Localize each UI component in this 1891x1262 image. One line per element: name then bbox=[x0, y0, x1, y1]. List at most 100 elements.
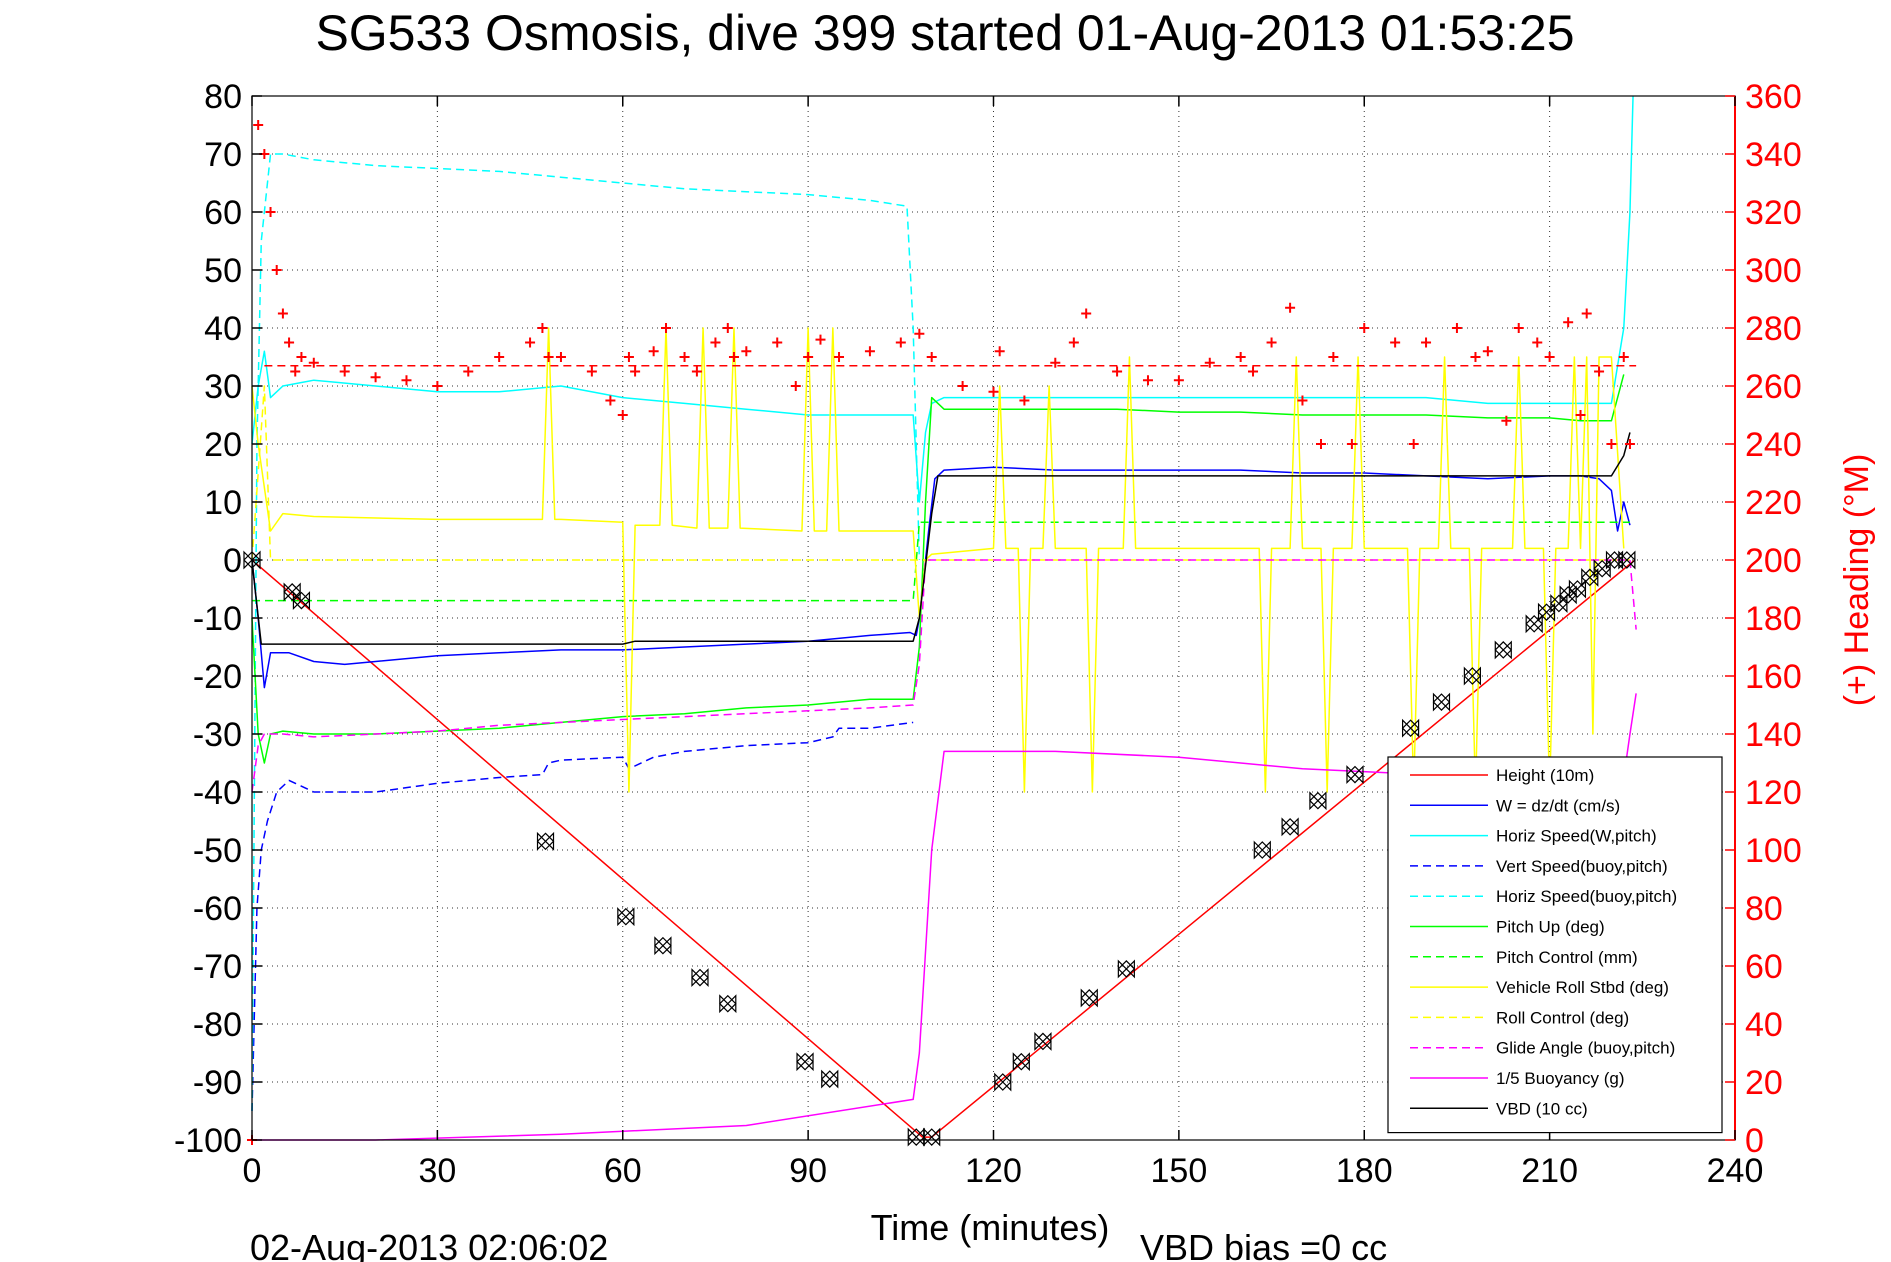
y-tick-label: 70 bbox=[204, 136, 242, 174]
y-tick-label: -20 bbox=[193, 658, 242, 696]
depth-marker bbox=[1618, 550, 1636, 570]
heading-point bbox=[370, 372, 381, 383]
right-tick-label: 120 bbox=[1745, 774, 1802, 812]
depth-marker bbox=[1253, 840, 1272, 860]
legend-label-vehicle-roll-stbd-deg: Vehicle Roll Stbd (deg) bbox=[1496, 978, 1669, 997]
heading-point bbox=[1581, 308, 1592, 319]
heading-point bbox=[339, 366, 350, 377]
heading-point bbox=[494, 352, 505, 362]
heading-point bbox=[284, 337, 295, 348]
y-tick-label: -90 bbox=[193, 1064, 242, 1102]
heading-point bbox=[710, 337, 721, 348]
heading-point bbox=[772, 337, 783, 348]
legend-label-roll-control-deg: Roll Control (deg) bbox=[1496, 1008, 1629, 1027]
heading-point bbox=[1594, 366, 1605, 377]
right-axis-label: (+) Heading (°M) bbox=[1838, 454, 1876, 707]
heading-point bbox=[914, 328, 925, 339]
heading-point bbox=[834, 352, 845, 362]
heading-point bbox=[1142, 375, 1153, 386]
depth-marker bbox=[1309, 791, 1327, 811]
legend-label-1-5-buoyancy-g: 1/5 Buoyancy (g) bbox=[1496, 1069, 1625, 1088]
depth-marker bbox=[654, 936, 672, 956]
y-tick-label: -80 bbox=[193, 1006, 242, 1044]
heading-point bbox=[1482, 346, 1493, 357]
heading-point bbox=[1346, 439, 1357, 449]
heading-point bbox=[1235, 352, 1246, 362]
heading-point bbox=[661, 323, 672, 333]
y-tick-label: -100 bbox=[174, 1122, 242, 1160]
heading-point bbox=[722, 323, 733, 333]
heading-point bbox=[617, 410, 628, 420]
legend-label-pitch-up-deg: Pitch Up (deg) bbox=[1496, 918, 1605, 937]
right-tick-label: 140 bbox=[1745, 716, 1802, 754]
heading-point bbox=[691, 366, 702, 377]
series-vehicle-roll-stbd-deg bbox=[251, 327, 1625, 793]
right-tick-label: 40 bbox=[1745, 1006, 1783, 1044]
heading-point bbox=[957, 381, 968, 391]
series-pitch-control-mm bbox=[252, 521, 1630, 602]
series-height-10m bbox=[251, 559, 1636, 1138]
heading-point bbox=[1408, 439, 1419, 449]
y-tick-label: 30 bbox=[204, 368, 242, 406]
heading-point bbox=[1532, 337, 1543, 348]
legend-label-horiz-speed-buoy-pitch: Horiz Speed(buoy,pitch) bbox=[1496, 887, 1677, 906]
depth-marker bbox=[1012, 1052, 1031, 1072]
right-tick-label: 200 bbox=[1745, 542, 1802, 580]
series-vert-speed-buoy-pitch bbox=[251, 721, 914, 1112]
y-tick-label: 20 bbox=[204, 426, 242, 464]
heading-point bbox=[1618, 352, 1629, 362]
heading-point bbox=[1501, 415, 1512, 426]
y-tick-label: 80 bbox=[204, 78, 242, 116]
x-tick-label: 30 bbox=[418, 1152, 456, 1190]
depth-marker bbox=[820, 1069, 839, 1089]
heading-point bbox=[1285, 302, 1296, 313]
y-tick-label: -70 bbox=[193, 948, 242, 986]
right-tick-label: 360 bbox=[1745, 78, 1802, 116]
heading-point bbox=[432, 381, 443, 391]
heading-point bbox=[895, 337, 906, 348]
heading-point bbox=[864, 346, 875, 357]
heading-point bbox=[277, 308, 288, 319]
depth-marker bbox=[691, 968, 709, 988]
heading-point bbox=[790, 381, 801, 391]
footer-vbd-bias: VBD bias =0 cc bbox=[1140, 1227, 1387, 1262]
depth-marker bbox=[796, 1052, 814, 1072]
series-glide-angle-buoy-pitch bbox=[251, 559, 1637, 793]
depth-marker bbox=[536, 831, 555, 851]
heading-point bbox=[1050, 357, 1061, 368]
right-tick-label: 100 bbox=[1745, 832, 1802, 870]
heading-point bbox=[1297, 395, 1308, 406]
series-horiz-speed-buoy-pitch bbox=[251, 153, 921, 1112]
legend: Height (10m) W = dz/dt (cm/s) Horiz Speed(… bbox=[1387, 756, 1723, 1134]
y-tick-label: 50 bbox=[204, 252, 242, 290]
heading-point bbox=[296, 352, 307, 362]
heading-point bbox=[543, 352, 554, 362]
heading-point bbox=[1451, 323, 1462, 333]
heading-point bbox=[1019, 395, 1030, 406]
y-tick-label: -10 bbox=[193, 600, 242, 638]
heading-point bbox=[1112, 366, 1123, 377]
heading-point bbox=[1173, 375, 1184, 386]
heading-point bbox=[803, 352, 814, 362]
depth-marker bbox=[718, 994, 737, 1014]
series-vbd-10-cc bbox=[251, 432, 1631, 645]
heading-point bbox=[1563, 317, 1574, 328]
depth-marker bbox=[1463, 666, 1482, 686]
heading-point bbox=[265, 207, 276, 217]
heading-point bbox=[926, 352, 937, 362]
right-tick-label: 20 bbox=[1745, 1064, 1783, 1102]
heading-point bbox=[623, 352, 634, 362]
heading-point bbox=[988, 386, 999, 397]
right-tick-label: 220 bbox=[1745, 484, 1802, 522]
x-tick-label: 0 bbox=[243, 1152, 262, 1190]
depth-marker bbox=[1494, 640, 1513, 660]
heading-point bbox=[1470, 352, 1481, 362]
right-tick-label: 60 bbox=[1745, 948, 1783, 986]
heading-point bbox=[1421, 337, 1432, 348]
depth-marker bbox=[1593, 559, 1611, 579]
legend-label-height-10m: Height (10m) bbox=[1496, 766, 1594, 785]
heading-point bbox=[994, 346, 1005, 357]
legend-label-vert-speed-buoy-pitch: Vert Speed(buoy,pitch) bbox=[1496, 857, 1668, 876]
right-tick-label: 160 bbox=[1745, 658, 1802, 696]
